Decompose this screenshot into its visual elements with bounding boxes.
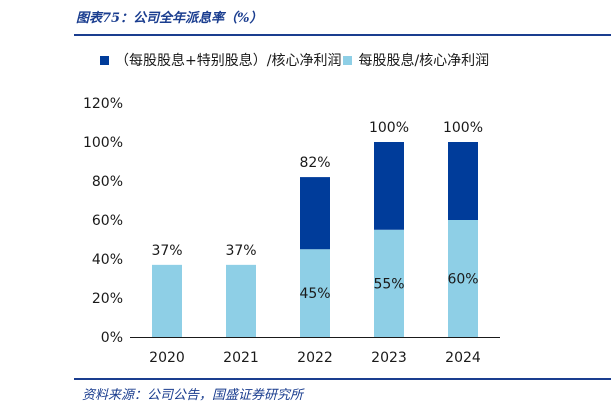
- data-label-dividend: 37%: [225, 243, 256, 259]
- chart-legend: （每股股息+特别股息）/核心净利润 每股股息/核心净利润: [100, 50, 489, 70]
- y-tick-label: 80%: [92, 174, 123, 190]
- bar-segment-special-dividend: [374, 142, 404, 230]
- y-tick-label: 40%: [92, 252, 123, 268]
- bar-segment-special-dividend: [300, 177, 330, 250]
- legend-swatch-dark: [100, 55, 109, 65]
- y-tick-label: 0%: [101, 330, 123, 346]
- figure-title: 图表75：公司全年派息率（%）: [76, 11, 263, 26]
- data-labels: 37% 37% 45% 82% 55% 100% 60% 100%: [151, 120, 483, 302]
- y-tick-label: 100%: [83, 135, 123, 151]
- bars: [152, 142, 478, 337]
- legend-swatch-light: [343, 55, 353, 65]
- y-axis: 0% 20% 40% 60% 80% 100% 120%: [83, 96, 123, 346]
- bar-segment-dividend: [226, 264, 256, 337]
- legend-item-dividend: 每股股息/核心净利润: [343, 50, 489, 70]
- bar-segment-dividend: [374, 229, 404, 337]
- x-tick-label: 2021: [223, 350, 259, 366]
- data-label-dividend: 60%: [447, 272, 478, 288]
- y-tick-label: 60%: [92, 213, 123, 229]
- title-divider: [74, 34, 611, 36]
- x-tick-label: 2024: [445, 350, 481, 366]
- data-label-total: 100%: [443, 120, 483, 136]
- data-label-dividend: 55%: [373, 276, 404, 292]
- legend-item-special-dividend: （每股股息+特别股息）/核心净利润: [100, 50, 341, 70]
- data-label-dividend: 37%: [151, 243, 182, 259]
- x-axis: 2020 2021 2022 2023 2024: [149, 350, 481, 366]
- figure-source: 资料来源：公司公告，国盛证券研究所: [82, 388, 304, 403]
- data-label-dividend: 45%: [299, 286, 330, 302]
- x-tick-label: 2023: [371, 350, 407, 366]
- bar-segment-dividend: [152, 264, 182, 337]
- y-tick-label: 120%: [83, 96, 123, 112]
- y-tick-label: 20%: [92, 291, 123, 307]
- source-divider: [74, 378, 611, 380]
- bar-segment-dividend: [448, 220, 478, 337]
- legend-label-dividend: 每股股息/核心净利润: [358, 53, 490, 69]
- x-tick-label: 2020: [149, 350, 185, 366]
- legend-label-special-dividend: （每股股息+特别股息）/核心净利润: [115, 53, 342, 69]
- bar-segment-dividend: [300, 249, 330, 337]
- data-label-total: 82%: [299, 155, 330, 171]
- x-tick-label: 2022: [297, 350, 333, 366]
- data-label-total: 100%: [369, 120, 409, 136]
- payout-ratio-chart: 0%20%40%60%80%100%120% 2020 2021 2022 2023 2…: [83, 96, 500, 366]
- bar-segment-special-dividend: [448, 142, 478, 220]
